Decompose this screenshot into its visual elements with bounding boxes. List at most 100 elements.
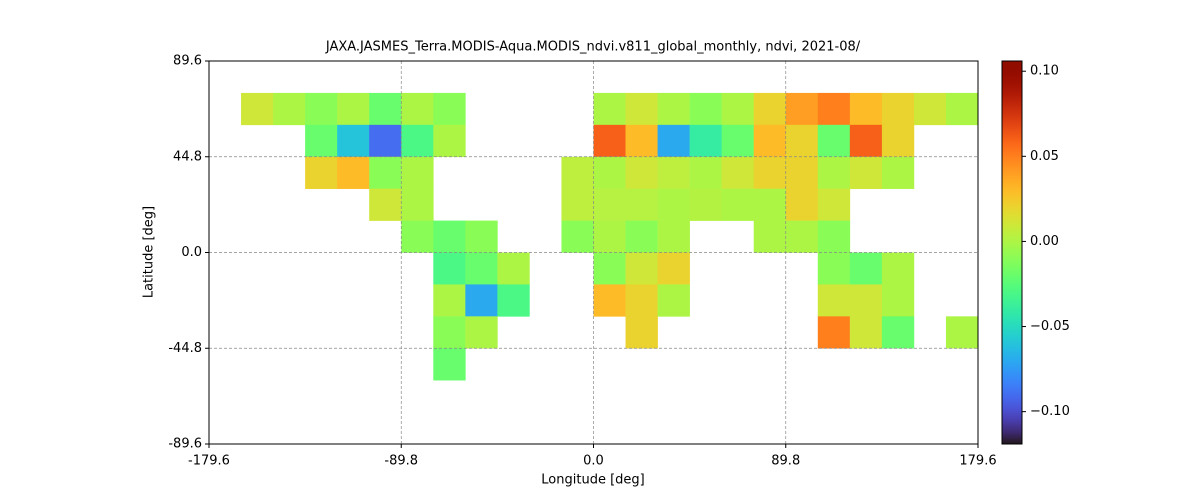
cell: [625, 284, 658, 317]
cell: [593, 124, 626, 158]
cell: [625, 156, 658, 189]
cell: [721, 92, 755, 126]
x-tick-label: 89.8: [771, 454, 800, 469]
cell: [593, 220, 626, 253]
cell: [593, 252, 626, 285]
cell: [753, 220, 787, 253]
x-tick-label: -179.6: [188, 454, 230, 469]
cell: [657, 124, 690, 158]
cell: [337, 124, 370, 158]
cell: [817, 220, 851, 253]
cell: [785, 156, 819, 189]
cell: [401, 124, 434, 158]
cell: [881, 316, 915, 349]
cell: [817, 284, 851, 317]
cell: [753, 188, 787, 221]
cell: [337, 92, 370, 126]
cell: [465, 316, 498, 349]
cell: [849, 92, 883, 126]
cell: [465, 284, 498, 317]
x-tick-label: -89.8: [384, 454, 418, 469]
x-tick-label: 179.6: [959, 454, 996, 469]
cell: [689, 156, 722, 189]
cell: [849, 156, 883, 189]
cell: [881, 92, 915, 126]
cell: [369, 92, 402, 126]
cell: [753, 124, 787, 158]
cell: [625, 252, 658, 285]
cell: [593, 284, 626, 317]
cell: [305, 92, 338, 126]
cell: [369, 156, 402, 189]
y-tick-label: 0.0: [181, 245, 202, 260]
cell: [337, 156, 370, 189]
cell: [657, 156, 690, 189]
cell: [593, 188, 626, 221]
colorbar-tick-label: −0.05: [1030, 319, 1070, 334]
cell: [497, 252, 530, 285]
cell: [657, 284, 690, 317]
cell: [465, 252, 498, 285]
cell: [433, 316, 466, 349]
cell: [785, 188, 819, 221]
cell: [401, 156, 434, 189]
cell: [561, 188, 594, 221]
y-tick-label: 44.8: [173, 149, 202, 164]
cell: [625, 124, 658, 158]
cell: [753, 156, 787, 189]
cell: [817, 124, 851, 158]
cell: [657, 252, 690, 285]
cell: [305, 156, 338, 189]
cell: [881, 252, 915, 285]
cell: [945, 92, 979, 126]
cell: [625, 188, 658, 221]
cell: [881, 284, 915, 317]
cell: [785, 220, 819, 253]
cell: [817, 316, 851, 349]
colorbar-tick-label: 0.05: [1030, 149, 1059, 164]
cell: [369, 188, 402, 221]
cell: [817, 188, 851, 221]
colorbar: [1001, 60, 1023, 445]
cell: [433, 252, 466, 285]
cell: [785, 124, 819, 158]
cell: [561, 220, 594, 253]
cell: [273, 92, 306, 126]
cell: [401, 188, 434, 221]
cell: [689, 92, 722, 126]
cell: [401, 220, 434, 253]
cell: [721, 188, 755, 221]
cell: [849, 284, 883, 317]
cell: [849, 252, 883, 285]
cell: [593, 92, 626, 126]
cell: [849, 316, 883, 349]
cell: [561, 156, 594, 189]
colorbar-tick-label: −0.10: [1030, 404, 1070, 419]
cell: [369, 124, 402, 158]
cell: [433, 284, 466, 317]
cell: [465, 220, 498, 253]
plot-frame: [208, 60, 979, 445]
cell: [305, 124, 338, 158]
cell: [625, 92, 658, 126]
cell: [785, 92, 819, 126]
cell: [657, 188, 690, 221]
cell: [913, 92, 947, 126]
cell: [689, 188, 722, 221]
y-tick-label: -89.6: [168, 437, 202, 452]
cell: [433, 124, 466, 158]
chart-title: JAXA.JASMES_Terra.MODIS-Aqua.MODIS_ndvi.…: [325, 40, 861, 55]
cell: [241, 92, 274, 126]
cell: [817, 252, 851, 285]
colorbar-tick-label: 0.10: [1030, 64, 1059, 79]
cell: [753, 92, 787, 126]
cell: [881, 156, 915, 189]
cell: [625, 220, 658, 253]
y-tick-label: -44.8: [168, 341, 202, 356]
cell: [657, 92, 690, 126]
cell: [497, 284, 530, 317]
cell: [689, 124, 722, 158]
colorbar-tick-label: 0.00: [1030, 234, 1059, 249]
cell: [433, 220, 466, 253]
